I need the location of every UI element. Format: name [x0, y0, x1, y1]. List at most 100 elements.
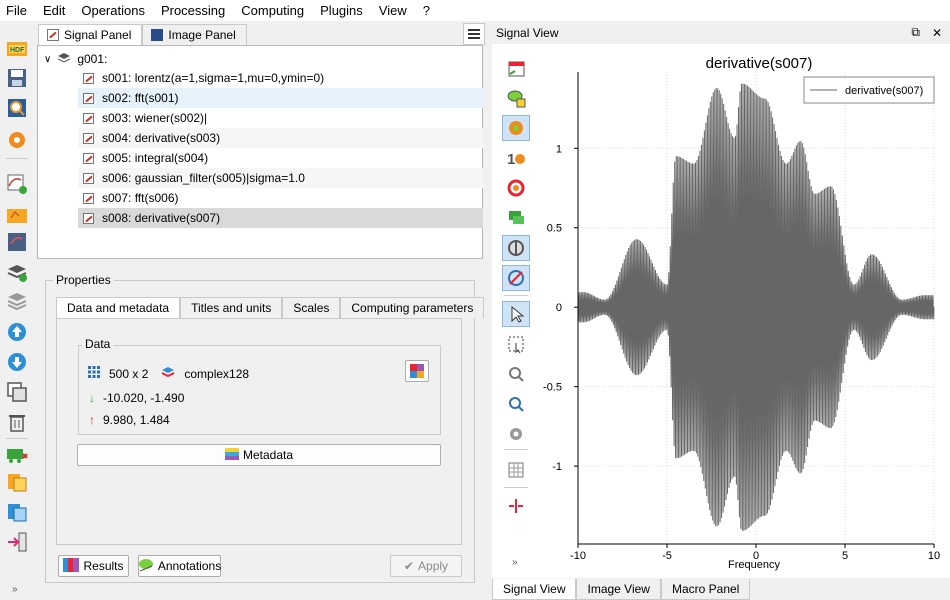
tab-macro-panel[interactable]: Macro Panel: [660, 579, 751, 600]
properties-tabs: Data and metadata Titles and units Scales C…: [56, 297, 485, 318]
cross-section-icon[interactable]: [502, 493, 530, 519]
tree-item-signal[interactable]: s008: derivative(s007): [78, 208, 483, 228]
delete-metadata-icon[interactable]: [5, 442, 29, 466]
gear-icon[interactable]: [502, 421, 530, 447]
import-icon[interactable]: [5, 530, 29, 554]
rect-select-icon[interactable]: [502, 331, 530, 357]
comment-icon[interactable]: [502, 205, 530, 231]
close-icon[interactable]: ✕: [931, 25, 942, 40]
new-group-icon[interactable]: [5, 260, 29, 284]
group-label: g001:: [77, 52, 108, 66]
tree-item-label: s001: lorentz(a=1,sigma=1,mu=0,ymin=0): [102, 71, 325, 85]
max-value: 9.980, 1.484: [103, 413, 170, 427]
tab-image-panel-label: Image Panel: [168, 28, 236, 42]
tab-image-panel[interactable]: Image Panel: [142, 24, 247, 45]
calendar-icon[interactable]: [502, 55, 530, 81]
open-hdf5-icon[interactable]: HDF: [5, 36, 29, 60]
dtype-value: complex128: [184, 366, 250, 381]
y-tick-label: 0.5: [547, 223, 562, 235]
no-marker-icon[interactable]: [502, 265, 530, 291]
more-icon[interactable]: »: [12, 584, 18, 595]
tree-item-label: s002: fft(s001): [102, 91, 179, 105]
signal-plot[interactable]: -10 -5 0 5 10 -1 -0.5 0 0.5 1 derivative(s007) Fr…: [492, 44, 950, 578]
one-to-one-icon[interactable]: 1: [502, 145, 530, 171]
legend[interactable]: derivative(s007): [803, 76, 935, 104]
annotations-button[interactable]: Annotations: [138, 555, 221, 577]
move-down-icon[interactable]: [5, 350, 29, 374]
min-row: ↓ -10.020, -1.490: [89, 391, 184, 405]
new-signal-icon[interactable]: [5, 172, 29, 196]
delete-icon[interactable]: [5, 410, 29, 434]
chart-title: derivative(s007): [706, 55, 813, 72]
browse-icon[interactable]: [5, 96, 29, 120]
tab-signal-panel[interactable]: Signal Panel: [38, 24, 143, 45]
autoscale-icon[interactable]: [502, 115, 530, 141]
float-icon[interactable]: ⧉: [911, 25, 920, 39]
plot-toolbar: 1 »: [500, 55, 534, 575]
settings-icon[interactable]: [5, 128, 29, 152]
menu-view[interactable]: View: [378, 3, 407, 18]
save-icon[interactable]: [5, 66, 29, 90]
tab-image-view[interactable]: Image View: [576, 579, 661, 600]
tree-menu-button[interactable]: [463, 23, 485, 45]
tree-item-signal[interactable]: s003: wiener(s002)|: [78, 108, 483, 128]
zoom-icon[interactable]: [502, 361, 530, 387]
signal-icon: [83, 72, 94, 84]
open-signal-icon[interactable]: [5, 202, 29, 226]
results-button[interactable]: Results: [58, 555, 129, 577]
view-data-button[interactable]: [405, 360, 429, 382]
layers-icon[interactable]: [5, 288, 29, 312]
properties-box: [45, 280, 475, 583]
signal-icon: [83, 92, 94, 104]
chevron-down-icon[interactable]: ∨: [44, 53, 52, 65]
x-tick-label: -10: [570, 550, 586, 562]
select-pointer-icon[interactable]: [502, 301, 530, 327]
paste-metadata-icon[interactable]: [5, 500, 29, 524]
contrast-icon[interactable]: [502, 235, 530, 261]
copy-metadata-icon[interactable]: [5, 470, 29, 494]
properties-title: Properties: [53, 273, 114, 287]
grid-toggle-icon[interactable]: [502, 457, 530, 483]
move-up-icon[interactable]: [5, 320, 29, 344]
tree-item-signal[interactable]: s001: lorentz(a=1,sigma=1,mu=0,ymin=0): [78, 68, 483, 88]
shape-row: 500 x 2 complex128: [87, 364, 249, 383]
tab-signal-view[interactable]: Signal View: [492, 579, 577, 600]
signal-icon: [83, 192, 94, 204]
save-signal-icon[interactable]: [5, 230, 29, 254]
legend-label: derivative(s007): [845, 85, 923, 97]
menu-edit[interactable]: Edit: [42, 3, 66, 18]
menu-help[interactable]: ?: [422, 3, 430, 18]
menu-computing[interactable]: Computing: [241, 3, 305, 18]
x-axis-label: Frequency: [728, 559, 780, 571]
tree-item-signal[interactable]: s006: gaussian_filter(s005)|sigma=1.0: [78, 168, 483, 188]
menu-processing[interactable]: Processing: [160, 3, 226, 18]
tab-titles-and-units[interactable]: Titles and units: [180, 297, 283, 318]
duplicate-icon[interactable]: [5, 380, 29, 404]
tab-scales[interactable]: Scales: [282, 297, 341, 318]
metadata-button[interactable]: Metadata: [77, 444, 441, 466]
x-tick-label: -5: [662, 550, 672, 562]
refresh-icon[interactable]: [502, 175, 530, 201]
dtype-icon: [160, 364, 176, 383]
group-icon: [57, 51, 71, 68]
tree-item-signal[interactable]: s007: fft(s006): [78, 188, 483, 208]
grid-icon: [87, 365, 101, 382]
svg-text:1: 1: [507, 151, 515, 168]
menu-file[interactable]: File: [6, 3, 27, 18]
y-tick-label: -1: [552, 461, 562, 473]
tab-data-and-metadata[interactable]: Data and metadata: [56, 297, 181, 318]
tree-item-signal[interactable]: s004: derivative(s003): [78, 128, 483, 148]
tree-group[interactable]: ∨ g001:: [44, 50, 107, 68]
tree-item-signal[interactable]: s002: fft(s001): [78, 88, 483, 108]
tab-computing-parameters[interactable]: Computing parameters: [340, 297, 485, 318]
data-title: Data: [82, 337, 114, 351]
tree-item-signal[interactable]: s005: integral(s004): [78, 148, 483, 168]
toolbar-more-icon[interactable]: »: [512, 557, 518, 568]
menu-operations[interactable]: Operations: [81, 3, 145, 18]
svg-text:HDF: HDF: [10, 47, 25, 54]
metadata-icon: [224, 447, 239, 464]
menu-plugins[interactable]: Plugins: [320, 3, 363, 18]
zoom-in-icon[interactable]: [502, 391, 530, 417]
annotation-tool-icon[interactable]: [502, 85, 530, 111]
apply-button[interactable]: ✔ Apply: [390, 555, 462, 577]
